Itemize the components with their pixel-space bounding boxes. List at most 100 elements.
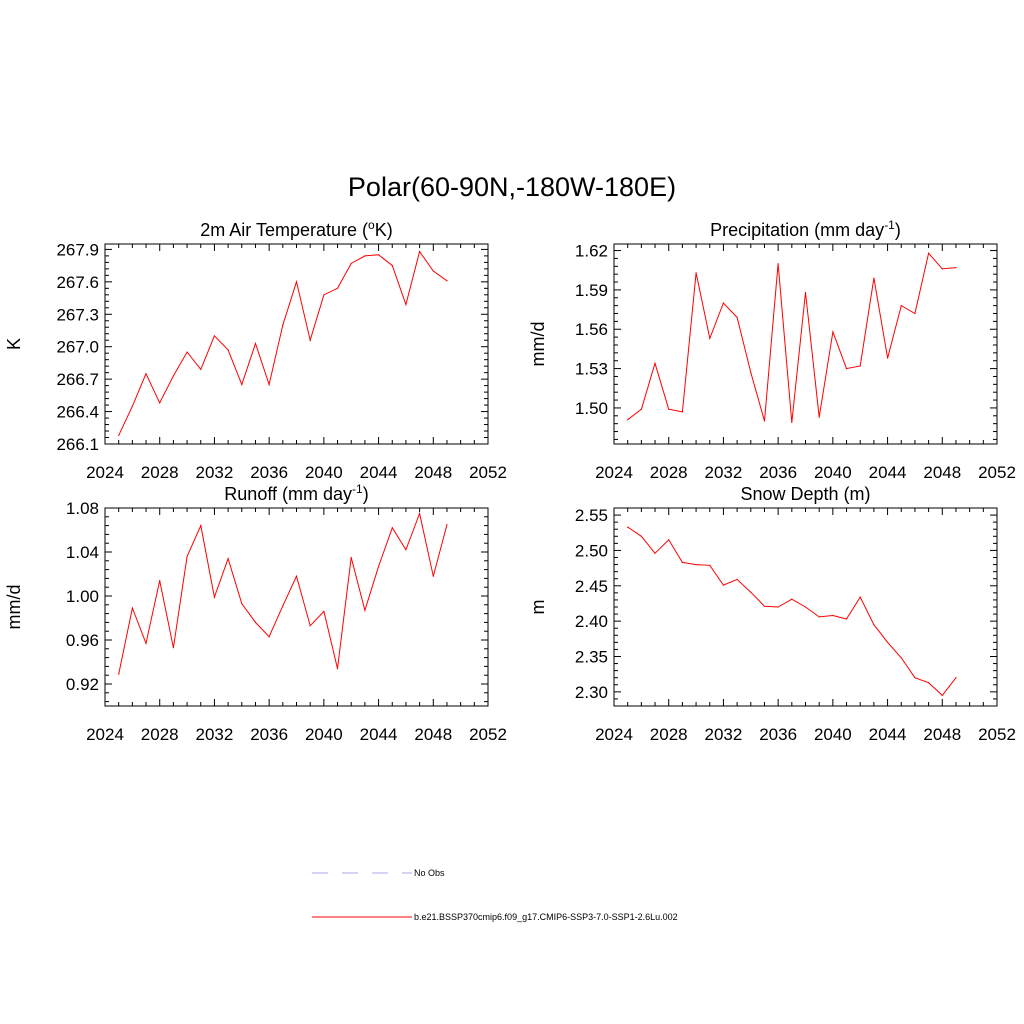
data-point <box>736 578 738 581</box>
data-point <box>722 584 725 586</box>
data-point <box>405 549 407 551</box>
y-tick-label: 2.50 <box>575 541 608 560</box>
data-point <box>391 527 393 529</box>
plot-frame <box>104 243 489 445</box>
data-point <box>268 383 270 386</box>
x-tick-label: 2048 <box>414 725 452 744</box>
x-tick-label: 2036 <box>250 725 288 744</box>
data-point <box>336 287 339 289</box>
y-tick-label: 266.1 <box>56 435 99 454</box>
data-point <box>736 316 738 318</box>
panel-title: Precipitation (mm day-1) <box>710 218 901 240</box>
y-tick-label: 1.50 <box>575 399 608 418</box>
y-axis-label: mm/d <box>4 585 24 630</box>
data-point <box>914 312 916 315</box>
data-point <box>200 368 202 370</box>
data-point <box>750 591 752 593</box>
data-point <box>804 291 807 294</box>
legend-label: No Obs <box>414 868 445 878</box>
panel-1: 2m Air Temperature (oK) K 2024 2028 2032 2036… <box>4 218 507 482</box>
y-tick-label: 1.08 <box>66 499 99 518</box>
series-line <box>118 511 448 675</box>
data-point <box>419 251 421 253</box>
y-tick-label: 266.7 <box>56 370 99 389</box>
y-tick-label: 1.53 <box>575 360 608 379</box>
data-point <box>709 337 711 339</box>
data-point <box>309 625 311 627</box>
data-point <box>955 677 957 679</box>
data-point <box>900 305 902 307</box>
data-point <box>914 677 916 679</box>
panel-3: Runoff (mm day-1) mm/d 2024 2028 2032 2036 204… <box>4 482 507 744</box>
x-tick-label: 2044 <box>360 725 398 744</box>
data-point <box>681 561 684 564</box>
x-tick-label: 2048 <box>923 463 961 482</box>
x-tick-label: 2052 <box>469 463 507 482</box>
data-point <box>159 402 161 404</box>
data-point <box>446 523 448 526</box>
y-tick-label: 267.6 <box>56 273 99 292</box>
data-point <box>213 335 215 337</box>
data-point <box>241 603 243 605</box>
data-point <box>804 606 807 608</box>
x-tick-label: 2036 <box>759 463 797 482</box>
y-axis-label: K <box>4 338 24 350</box>
data-point <box>282 605 284 607</box>
x-tick-label: 2024 <box>86 463 124 482</box>
data-point <box>859 365 861 367</box>
data-point <box>419 512 421 515</box>
y-tick-label: 0.92 <box>66 675 99 694</box>
x-tick-label: 2048 <box>923 725 961 744</box>
data-point <box>668 408 670 410</box>
data-point <box>118 434 120 436</box>
data-point <box>763 605 766 607</box>
data-point <box>627 419 629 421</box>
data-point <box>254 621 257 624</box>
data-point <box>227 558 229 560</box>
data-point <box>627 526 629 528</box>
data-point <box>172 647 174 649</box>
data-point <box>309 339 311 341</box>
data-point <box>186 555 188 558</box>
data-point <box>145 373 147 375</box>
data-point <box>323 294 325 296</box>
data-point <box>640 408 643 410</box>
data-point <box>186 351 188 353</box>
data-point <box>941 694 943 697</box>
data-point <box>818 616 820 618</box>
data-point <box>763 420 766 422</box>
data-point <box>709 564 711 566</box>
series-line <box>627 252 957 423</box>
y-axis-label: mm/d <box>528 322 548 367</box>
panel-title: Snow Depth (m) <box>740 484 870 504</box>
x-tick-label: 2024 <box>86 725 124 744</box>
data-point <box>791 598 793 600</box>
data-point <box>668 539 670 541</box>
data-point <box>241 383 243 386</box>
data-point <box>941 268 943 270</box>
data-point <box>118 673 120 675</box>
x-tick-label: 2028 <box>141 725 179 744</box>
data-point <box>295 575 298 577</box>
x-tick-label: 2044 <box>360 463 398 482</box>
data-point <box>654 362 656 364</box>
data-point <box>900 657 902 659</box>
y-tick-label: 0.96 <box>66 631 99 650</box>
data-point <box>432 270 434 272</box>
plot-frame <box>104 507 489 707</box>
x-tick-label: 2032 <box>705 725 743 744</box>
x-tick-label: 2028 <box>650 463 688 482</box>
data-point <box>695 564 697 566</box>
data-point <box>818 416 820 418</box>
y-tick-label: 266.4 <box>56 403 99 422</box>
data-point <box>859 596 861 598</box>
x-tick-label: 2040 <box>305 463 343 482</box>
data-point <box>268 636 270 638</box>
data-point <box>364 609 366 611</box>
data-point <box>213 596 215 598</box>
data-point <box>446 280 448 282</box>
y-tick-label: 267.9 <box>56 240 99 259</box>
data-point <box>832 331 834 333</box>
y-tick-label: 1.04 <box>66 543 99 562</box>
data-point <box>364 255 366 257</box>
